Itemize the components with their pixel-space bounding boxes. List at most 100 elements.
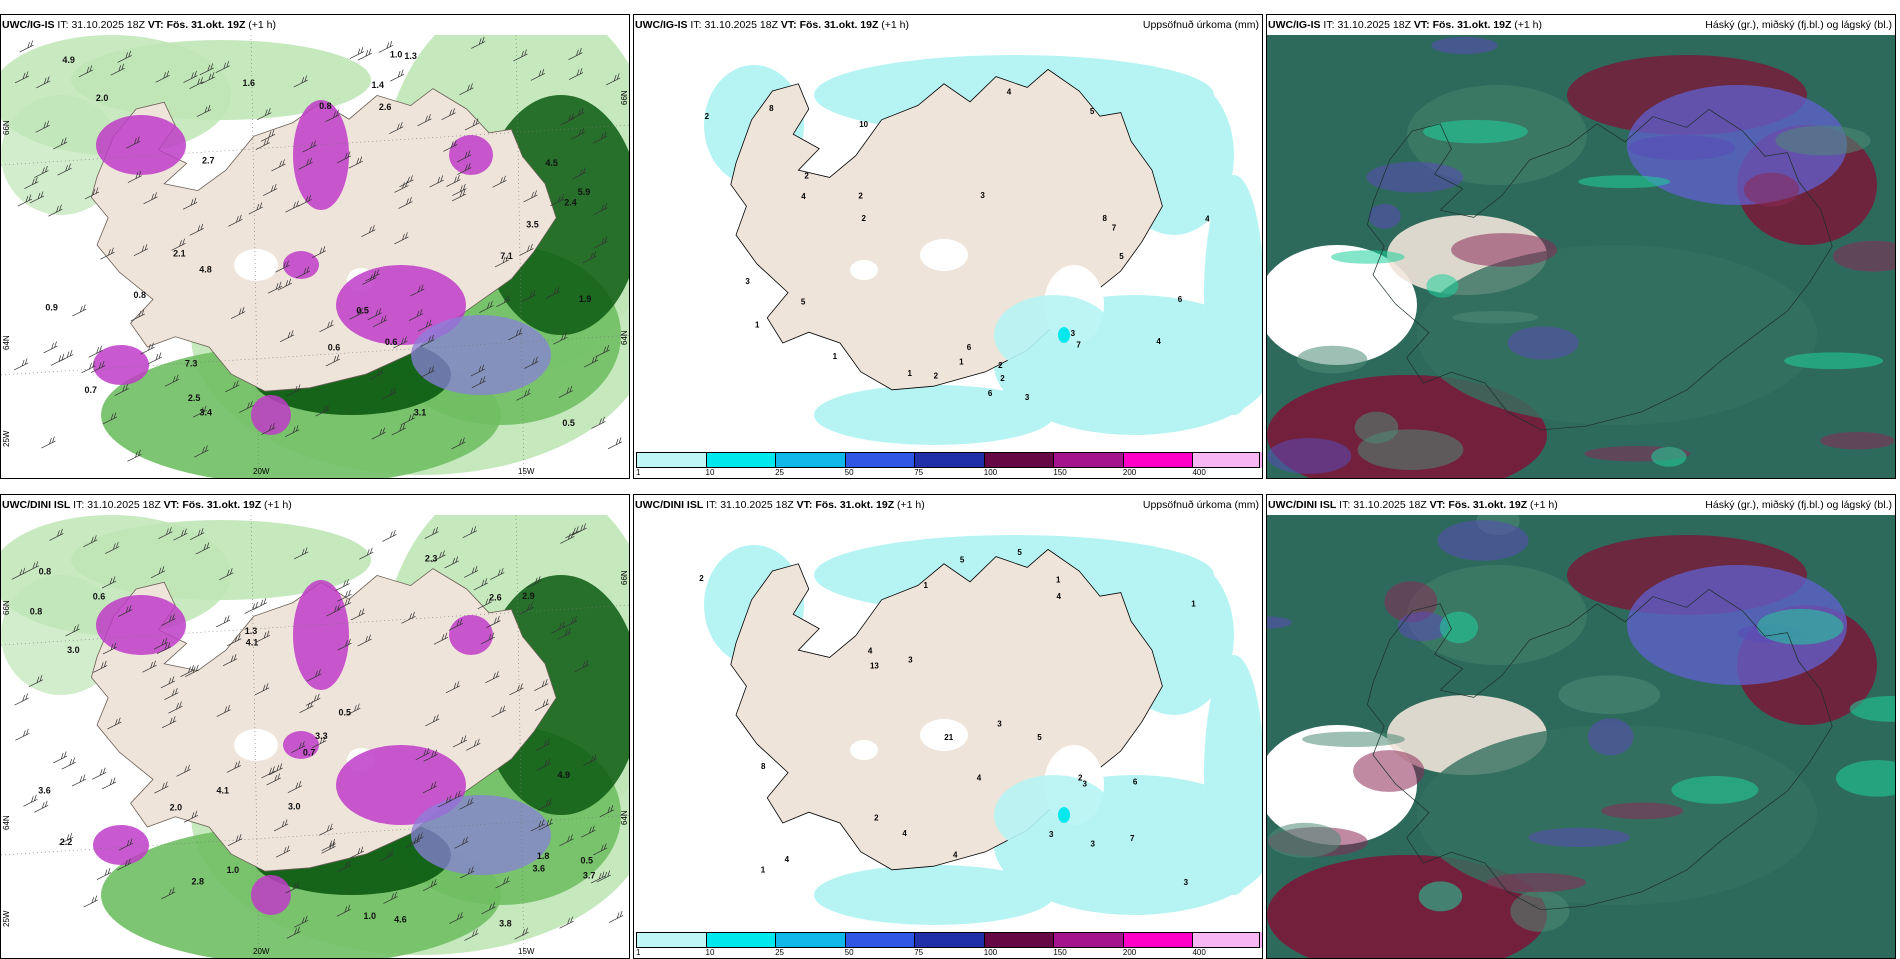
precip-value-label: 7 bbox=[1130, 834, 1135, 843]
wind-barb bbox=[558, 385, 573, 398]
precip-value-label: 4.5 bbox=[545, 158, 558, 168]
wind-barb bbox=[423, 749, 438, 762]
wind-barb bbox=[491, 705, 506, 718]
wind-barb bbox=[441, 108, 456, 121]
precip-value-label: 4.6 bbox=[394, 915, 407, 925]
precip-value-label: 3.7 bbox=[583, 870, 596, 880]
wind-barb bbox=[462, 526, 477, 538]
cloud-patch bbox=[1528, 827, 1630, 848]
wind-barb bbox=[14, 71, 30, 84]
precip-value-label: 2.1 bbox=[173, 248, 186, 258]
colorbar-tick-label: 100 bbox=[983, 468, 998, 477]
low-cloud-area bbox=[1417, 245, 1817, 425]
wind-barb bbox=[591, 416, 606, 429]
precip-value-label: 4 bbox=[902, 829, 907, 838]
wind-barb bbox=[592, 131, 608, 144]
wind-barb bbox=[312, 736, 327, 749]
precip-value-label: 0.9 bbox=[45, 303, 58, 313]
wind-barb bbox=[369, 367, 384, 380]
heavy-precip-area bbox=[336, 265, 466, 345]
wind-barb bbox=[49, 528, 64, 541]
wind-barb bbox=[219, 568, 234, 581]
precip-value-label: 3.5 bbox=[526, 219, 539, 229]
wind-map-canvas: 0.5 1.0 0.6 0.8 0.7 2.2 2.6 1.3 1.8 2.0 4.1 4.9 2.3 3… bbox=[1, 515, 629, 958]
wind-barb bbox=[444, 556, 459, 569]
wind-barb bbox=[127, 170, 143, 183]
precip-area bbox=[1, 575, 121, 695]
wind-barb bbox=[349, 307, 364, 320]
wind-barb bbox=[574, 660, 590, 672]
precip-value-label: 2 bbox=[998, 361, 1003, 370]
axis-label-20w: 20W bbox=[253, 467, 270, 476]
heavy-precip-area bbox=[96, 115, 186, 175]
cloud-patch bbox=[1267, 616, 1292, 629]
wind-barb bbox=[568, 67, 584, 80]
precip-value-label: 4.9 bbox=[62, 55, 75, 65]
precip-value-label: 1.9 bbox=[579, 294, 592, 304]
wind-barb bbox=[372, 315, 388, 328]
wind-barb bbox=[568, 48, 583, 60]
wind-barb bbox=[24, 561, 40, 574]
precip-value-label: 5 bbox=[960, 555, 965, 564]
wind-barb bbox=[420, 365, 435, 378]
precip-map-top: UWC/IG-IS IT: 31.10.2025 18Z VT: Fös. 31… bbox=[633, 14, 1263, 479]
colorbar-swatch bbox=[1053, 452, 1123, 468]
precip-value-label: 0.5 bbox=[338, 708, 351, 718]
wind-barb bbox=[285, 200, 300, 213]
wind-barb bbox=[448, 618, 464, 631]
precip-value-label: 5 bbox=[1090, 107, 1095, 116]
cloud-patch bbox=[1331, 250, 1405, 264]
wind-barb bbox=[117, 604, 133, 617]
precip-value-label: 4.9 bbox=[558, 770, 571, 780]
cloud-patch bbox=[1832, 240, 1895, 272]
wind-barb bbox=[357, 634, 372, 647]
precip-value-label: 10 bbox=[859, 120, 868, 129]
snow-precip-area bbox=[411, 315, 551, 395]
precip-value-label: 1.6 bbox=[243, 78, 256, 88]
precip-value-label: 2.3 bbox=[425, 553, 438, 563]
cloud-patch bbox=[1756, 608, 1844, 645]
wind-barb bbox=[464, 928, 479, 941]
wind-barb bbox=[53, 137, 68, 150]
wind-barb bbox=[284, 425, 300, 438]
wind-barb bbox=[248, 202, 263, 215]
cloud-patch bbox=[1302, 731, 1405, 747]
colorbar-swatch bbox=[1192, 452, 1262, 468]
precip-value-label: 3 bbox=[1082, 779, 1087, 788]
panel-title-right: Háský (gr.), miðský (fj.bl.) og lágský (… bbox=[1705, 19, 1892, 31]
wind-barb bbox=[480, 632, 495, 645]
wind-barb bbox=[337, 589, 352, 602]
colorbar-swatch bbox=[1053, 932, 1123, 948]
wind-barb bbox=[560, 113, 575, 126]
precip-light-area bbox=[1204, 655, 1262, 895]
wind-barb bbox=[189, 77, 204, 90]
cloud-patch bbox=[1418, 881, 1463, 912]
precip-value-label: 3.8 bbox=[499, 918, 512, 928]
wind-barb bbox=[34, 165, 49, 178]
wind-barb bbox=[227, 834, 243, 846]
wind-barb bbox=[581, 825, 596, 838]
wind-barb bbox=[101, 576, 117, 589]
colorbar-tick-label: 75 bbox=[914, 468, 924, 477]
wind-barb bbox=[84, 187, 100, 200]
wind-barb bbox=[519, 602, 534, 615]
precip-moderate-area bbox=[1058, 807, 1070, 823]
colorbar-swatch bbox=[775, 452, 845, 468]
colorbar-swatch bbox=[705, 932, 776, 948]
wind-barb bbox=[534, 679, 549, 692]
wind-barb bbox=[117, 858, 132, 871]
wind-barb bbox=[534, 699, 550, 711]
wind-barb bbox=[424, 526, 439, 539]
wind-barb bbox=[446, 790, 462, 803]
precip-value-label: 4 bbox=[1007, 88, 1012, 97]
heavy-precip-area bbox=[283, 251, 319, 279]
wind-barb bbox=[336, 904, 351, 917]
wind-barb bbox=[260, 129, 276, 142]
cloud-patch bbox=[1366, 161, 1464, 193]
wind-barb bbox=[593, 203, 608, 216]
wind-barb bbox=[183, 70, 198, 83]
cloud-patch bbox=[1743, 172, 1800, 207]
wind-barb bbox=[417, 114, 432, 127]
precip-value-label: 21 bbox=[944, 733, 953, 742]
colorbar-swatch bbox=[844, 932, 915, 948]
